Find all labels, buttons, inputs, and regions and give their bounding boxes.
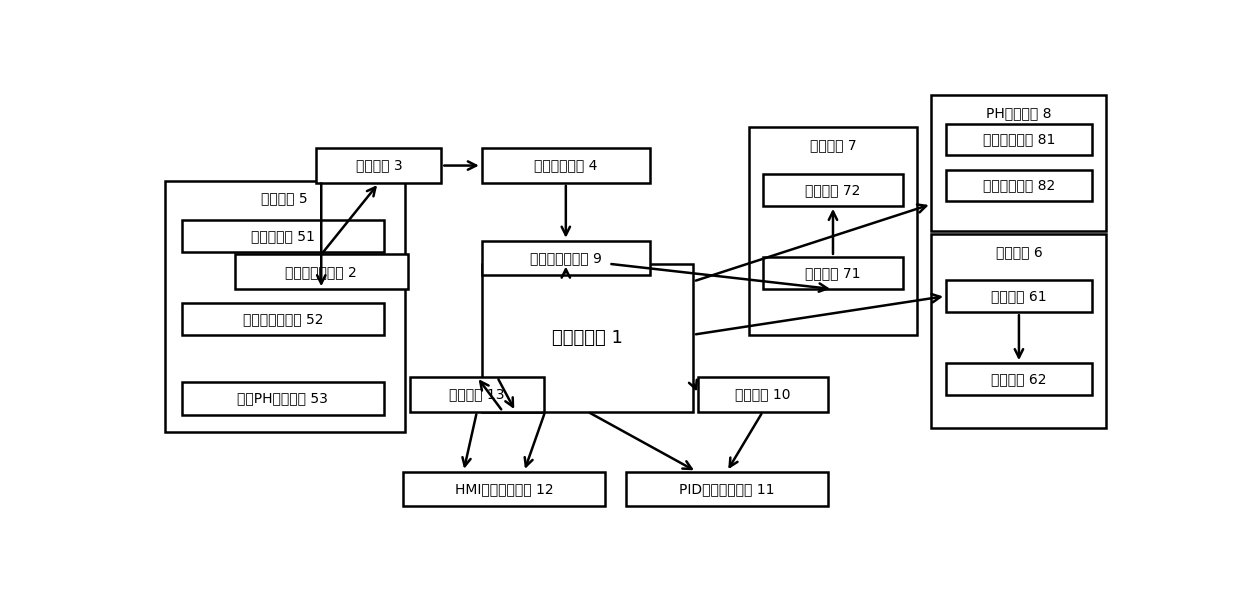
Text: HMI人机界面模块 12: HMI人机界面模块 12 bbox=[455, 482, 553, 496]
Bar bbox=[946, 124, 1092, 155]
Text: 监测单元 5: 监测单元 5 bbox=[262, 191, 308, 206]
Bar bbox=[409, 377, 544, 412]
Text: 碱性调节模块 82: 碱性调节模块 82 bbox=[983, 179, 1055, 193]
Bar bbox=[626, 472, 828, 506]
Text: 变送模块 3: 变送模块 3 bbox=[356, 158, 402, 173]
Bar bbox=[182, 382, 383, 415]
Bar bbox=[182, 303, 383, 335]
Text: PID闭环控制模块 11: PID闭环控制模块 11 bbox=[680, 482, 775, 496]
Bar bbox=[946, 280, 1092, 312]
Bar bbox=[403, 472, 605, 506]
Text: 水泵模块 71: 水泵模块 71 bbox=[805, 266, 861, 280]
Bar bbox=[165, 181, 404, 433]
Bar bbox=[481, 241, 650, 275]
Text: 温度传感器 51: 温度传感器 51 bbox=[250, 229, 315, 243]
Bar bbox=[946, 170, 1092, 202]
Text: 对比模块 10: 对比模块 10 bbox=[735, 387, 791, 401]
Bar bbox=[481, 148, 650, 183]
Bar bbox=[234, 254, 408, 289]
Text: 模数转换模块 4: 模数转换模块 4 bbox=[534, 158, 598, 173]
Bar bbox=[316, 148, 441, 183]
Bar bbox=[946, 363, 1092, 395]
Bar bbox=[764, 257, 903, 289]
Text: 电源模块 13: 电源模块 13 bbox=[449, 387, 505, 401]
Bar bbox=[749, 127, 918, 335]
Text: 多节点输入模块 2: 多节点输入模块 2 bbox=[285, 265, 357, 279]
Bar bbox=[764, 173, 903, 206]
Bar bbox=[931, 233, 1106, 428]
Bar bbox=[182, 220, 383, 252]
Text: 分配模块 62: 分配模块 62 bbox=[991, 372, 1047, 386]
Text: 土壤PH值传感器 53: 土壤PH值传感器 53 bbox=[237, 392, 329, 406]
Text: 输送模块 72: 输送模块 72 bbox=[805, 183, 861, 197]
Bar bbox=[698, 377, 828, 412]
Bar bbox=[481, 264, 693, 412]
Text: PH调节单元 8: PH调节单元 8 bbox=[986, 106, 1052, 120]
Text: 微处理模块 1: 微处理模块 1 bbox=[552, 329, 622, 347]
Text: 多节点输出模块 9: 多节点输出模块 9 bbox=[529, 251, 601, 265]
Text: 土壤湿度传感器 52: 土壤湿度传感器 52 bbox=[243, 312, 324, 326]
Text: 风机模块 61: 风机模块 61 bbox=[991, 289, 1047, 303]
Text: 酸性调节模块 81: 酸性调节模块 81 bbox=[983, 133, 1055, 146]
Text: 灌溉单元 7: 灌溉单元 7 bbox=[810, 139, 857, 152]
Bar bbox=[931, 95, 1106, 232]
Text: 温控单元 6: 温控单元 6 bbox=[996, 245, 1043, 259]
